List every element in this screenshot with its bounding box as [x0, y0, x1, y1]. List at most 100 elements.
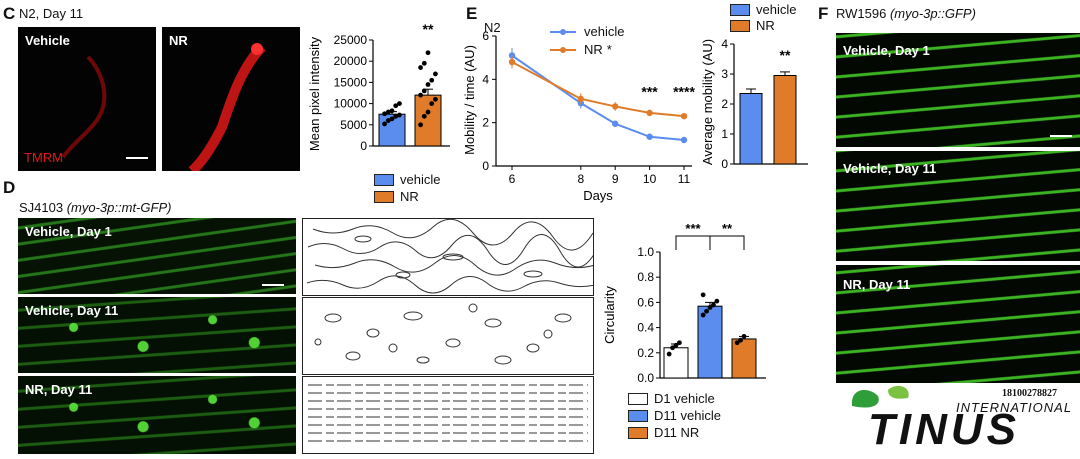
y-tick-label: 15000: [334, 75, 368, 89]
significance-label: **: [423, 21, 434, 37]
outline-drawing: [314, 303, 572, 365]
y-tick-label: 2: [482, 116, 489, 130]
data-point: [393, 103, 399, 109]
significance-bracket: [709, 235, 745, 250]
panel-d-title: SJ4103 (myo-3p::mt-GFP): [19, 200, 171, 215]
x-tick-label: 9: [612, 172, 619, 186]
data-point: [385, 118, 391, 123]
y-tick-label: 6: [482, 29, 489, 43]
significance-label: **: [780, 47, 791, 63]
data-point: [393, 113, 399, 119]
data-point: [673, 342, 679, 348]
panel-f-letter: F: [818, 4, 829, 23]
bar: [773, 75, 797, 165]
legend-line-vehicle: [550, 28, 576, 35]
panel-f-strain: RW1596: [836, 6, 887, 21]
legend-c-nr: NR: [374, 189, 419, 204]
brand-logo: INTERNATIONAL TINUS: [848, 384, 1073, 454]
legend-e-vehicle: vehicle: [548, 24, 624, 39]
mito-outline-nr-day11: [302, 376, 594, 454]
data-point: [577, 95, 584, 103]
image-label-vehicle: Vehicle: [25, 33, 70, 48]
y-tick-label: 0.2: [637, 346, 654, 360]
brand-top-text: INTERNATIONAL: [956, 400, 1073, 415]
panel-f-genotype: (myo-3p::GFP): [889, 6, 976, 21]
image-label: Vehicle, Day 11: [25, 303, 119, 318]
y-axis-label: Mean pixel intensity: [307, 36, 322, 151]
y-axis-label: Circularity: [602, 286, 617, 344]
legend-swatch-vehicle: [374, 173, 394, 186]
panel-d-letter: D: [3, 178, 16, 197]
y-tick-label: 20000: [334, 54, 368, 68]
data-point: [385, 109, 391, 115]
x-axis-label: Days: [583, 188, 613, 203]
data-point: [429, 101, 435, 106]
significance-label: ***: [641, 84, 658, 100]
data-point: [433, 96, 438, 102]
x-tick-label: 8: [577, 172, 584, 186]
legend-label: vehicle: [584, 24, 625, 39]
panel-d-genotype: (myo-3p::mt-GFP): [66, 200, 172, 215]
bar: [697, 305, 723, 379]
y-tick-label: 0.8: [637, 270, 654, 284]
legend-d-d11-vehicle: D11 vehicle: [628, 408, 721, 423]
panel-c-title: N2, Day 11: [19, 6, 84, 21]
x-tick-label: 11: [678, 172, 691, 186]
scale-bar: [126, 157, 148, 159]
legend-label: vehicle: [400, 172, 441, 187]
legend-line-nr: [550, 46, 576, 53]
panel-f-title: RW1596 (myo-3p::GFP): [836, 6, 976, 21]
data-point: [389, 108, 395, 114]
y-tick-label: 0.4: [637, 321, 654, 335]
data-point: [646, 133, 653, 140]
image-label: Vehicle, Day 1: [25, 224, 112, 239]
outline-drawing: [308, 384, 588, 442]
data-point: [738, 337, 743, 343]
legend-label: D11 NR: [654, 425, 700, 440]
y-tick-label: 1.0: [637, 245, 654, 259]
data-point: [421, 113, 427, 119]
data-point: [418, 122, 423, 128]
data-point: [429, 77, 435, 83]
panel-c-letter: C: [3, 4, 16, 23]
data-point: [714, 298, 720, 304]
scale-bar: [262, 284, 284, 286]
y-tick-label: 0: [482, 159, 489, 173]
y-tick-label: 3: [721, 67, 728, 81]
data-point: [700, 292, 706, 298]
legend-swatch-nr: [628, 426, 648, 439]
data-point: [612, 120, 619, 127]
data-point: [418, 92, 423, 98]
image-label: Vehicle, Day 11: [843, 161, 937, 176]
data-point: [425, 82, 431, 87]
legend-label: NR: [584, 42, 603, 57]
data-point: [397, 101, 402, 106]
legend-c-vehicle: vehicle: [374, 172, 440, 187]
series-line-nr: [511, 61, 685, 118]
data-point: [680, 136, 688, 144]
legend-e2-nr: NR: [730, 18, 775, 33]
panel-e-letter: E: [466, 4, 478, 23]
chart-e-average-mobility: 0 1 2 3 4 Average mobility (AU) **: [700, 37, 808, 171]
mito-outline-vehicle-day11: [302, 297, 594, 375]
y-axis-label: Mobility / time (AU): [462, 45, 477, 155]
bar: [739, 93, 763, 165]
data-point: [433, 71, 438, 77]
data-point: [382, 121, 387, 127]
legend-label: NR: [400, 189, 419, 204]
tmrm-stain-label: TMRM: [24, 150, 63, 165]
y-tick-label: 25000: [334, 33, 368, 47]
y-tick-label: 5000: [340, 118, 367, 132]
data-point: [646, 109, 653, 117]
data-point: [707, 305, 713, 310]
y-tick-label: 4: [721, 37, 728, 51]
legend-label: NR: [756, 18, 775, 33]
mito-vehicle-day1-image: Vehicle, Day 1: [18, 218, 296, 294]
y-tick-label: 0: [721, 157, 728, 171]
series-line-vehicle: [511, 54, 685, 141]
muscle-nr-day11-image: NR, Day 11: [836, 265, 1080, 383]
legend-label: D11 vehicle: [654, 408, 721, 423]
bar: [731, 338, 757, 379]
